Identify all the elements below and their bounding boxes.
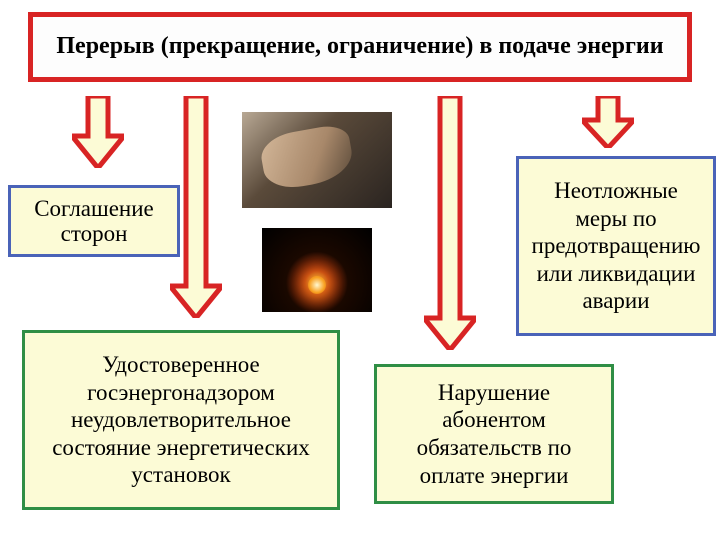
certified-box: Удостоверенное госэнергонадзором неудовл… — [22, 330, 340, 510]
violation-text: Нарушение абонентом обязательств по опла… — [385, 379, 603, 489]
arrow-to-violation — [424, 96, 476, 350]
certified-text: Удостоверенное госэнергонадзором неудовл… — [33, 351, 329, 489]
agreement-box: Соглашение сторон — [8, 185, 180, 257]
hands-photo-placeholder — [242, 112, 392, 208]
urgent-box: Неотложные меры по предотвращению или ли… — [516, 156, 716, 336]
candle-photo-placeholder — [262, 228, 372, 312]
urgent-text: Неотложные меры по предотвращению или ли… — [527, 177, 705, 315]
title-text: Перерыв (прекращение, ограничение) в под… — [56, 33, 663, 61]
arrow-to-urgent — [582, 96, 634, 148]
arrow-to-agreement — [72, 96, 124, 168]
title-box: Перерыв (прекращение, ограничение) в под… — [28, 12, 692, 82]
agreement-text: Соглашение сторон — [19, 196, 169, 247]
violation-box: Нарушение абонентом обязательств по опла… — [374, 364, 614, 504]
